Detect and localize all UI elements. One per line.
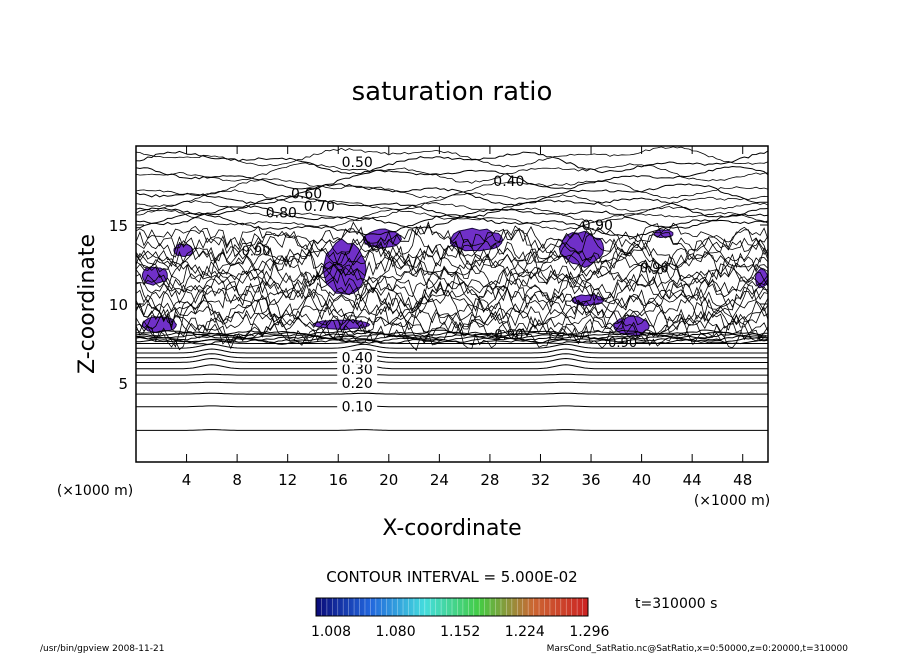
plot-area: 0.100.200.300.400.500.400.600.700.800.90…: [135, 145, 769, 463]
x-tick-label: 8: [232, 471, 242, 489]
contour-line: [135, 183, 769, 206]
contour-line: [136, 357, 768, 363]
x-tick-label: 36: [581, 471, 600, 489]
contour-line: [136, 381, 768, 384]
contour-line: [135, 297, 769, 336]
contour-line: [136, 343, 768, 349]
contour-label: 0.40: [342, 351, 373, 367]
contour-line: [136, 373, 768, 376]
footer-right: MarsCond_SatRatio.nc@SatRatio,x=0:50000,…: [547, 644, 849, 654]
contour-line: [135, 284, 769, 330]
contour-line: [136, 353, 768, 359]
contour-label: 0.90: [582, 218, 613, 234]
x-axis-label: X-coordinate: [382, 516, 521, 541]
contour-line: [135, 281, 769, 314]
contour-label-bg: [337, 361, 378, 376]
contour-label: 0.40: [493, 174, 524, 190]
x-tick-label: 16: [329, 471, 348, 489]
contour-line: [135, 263, 769, 304]
time-label: t=310000 s: [635, 596, 717, 612]
x-tick-label: 40: [632, 471, 651, 489]
contour-label: 0.10: [342, 400, 373, 416]
y-tick-label: 15: [109, 217, 128, 235]
footer-left: /usr/bin/gpview 2008-11-21: [40, 644, 164, 654]
contour-label-bg: [337, 350, 378, 365]
colorbar-tick-label: 1.296: [569, 624, 609, 640]
contour-label: 0.50: [342, 155, 373, 171]
contour-label: 0.90: [608, 336, 637, 351]
contour-label-bg: [337, 399, 378, 414]
contour-line: [135, 150, 769, 175]
contour-line: [135, 252, 769, 284]
contour-label: 0.60: [291, 186, 322, 202]
colorbar-tick-labels: 1.008 1.080 1.152 1.224 1.296: [311, 624, 610, 640]
y-tick-label: 10: [109, 296, 128, 314]
contour-line: [135, 162, 769, 184]
y-axis-ticks: 5 10 15: [109, 217, 768, 393]
chart-title: saturation ratio: [352, 77, 553, 107]
x-axis-unit-left: (×1000 m): [57, 483, 133, 499]
contour-line: [136, 348, 768, 354]
colorbar-tick-label: 1.152: [440, 624, 480, 640]
x-tick-label: 24: [430, 471, 449, 489]
contour-line: [135, 241, 769, 278]
y-tick-label: 5: [118, 375, 128, 393]
contour-line: [135, 200, 769, 223]
contour-line: [136, 392, 768, 395]
contour-label: 0.90: [640, 262, 669, 277]
contour-line: [135, 247, 769, 284]
contour-label: 0.80: [266, 205, 297, 221]
contour-label-bg: [337, 376, 378, 390]
plot-background: [136, 146, 768, 462]
colorbar-tick-label: 1.224: [505, 624, 545, 640]
contour-line: [135, 285, 769, 323]
x-tick-label: 28: [480, 471, 499, 489]
x-axis-unit-right: (×1000 m): [694, 493, 770, 509]
contour-line: [136, 405, 768, 408]
contour-line: [135, 238, 769, 272]
contour-line: [135, 204, 769, 229]
contour-line: [136, 364, 768, 370]
colorbar-tick-label: 1.008: [311, 624, 351, 640]
contour-line: [135, 194, 769, 219]
contour-labels: 0.100.200.300.400.500.400.600.700.800.90…: [242, 155, 669, 416]
contour-line: [135, 228, 769, 264]
contour-line: [135, 308, 769, 343]
x-tick-label: 20: [379, 471, 398, 489]
contour-line: [135, 146, 769, 168]
contour-line: [135, 221, 769, 251]
contour-interval-text: CONTOUR INTERVAL = 5.000E-02: [326, 568, 577, 586]
contour-line: [135, 257, 769, 293]
contour-label: 0.90: [494, 328, 523, 343]
x-tick-label: 32: [531, 471, 550, 489]
contour-line: [135, 296, 769, 330]
contour-line: [135, 165, 769, 190]
contour-label: 0.30: [342, 362, 373, 378]
contour-line: [135, 220, 769, 260]
contour-line: [135, 208, 769, 231]
colorbar: 1.008 1.080 1.152 1.224 1.296: [311, 597, 610, 640]
y-axis-label: Z-coordinate: [75, 234, 100, 374]
x-axis-ticks: 4 8 12 16 20 24 28 32 36 40 44 48: [182, 146, 752, 489]
x-tick-label: 4: [182, 471, 192, 489]
colorbar-tick-label: 1.080: [376, 624, 416, 640]
contour-label: 0.70: [304, 199, 335, 215]
contour-line: [135, 306, 769, 338]
contour-line: [135, 189, 769, 212]
contour-lines: [135, 146, 769, 431]
contour-line: [135, 270, 769, 305]
x-tick-label: 44: [683, 471, 702, 489]
contour-line: [135, 233, 769, 268]
contour-line: [136, 429, 768, 431]
contour-line: [135, 314, 769, 348]
colorbar-stripes: [321, 598, 583, 616]
x-tick-label: 48: [733, 471, 752, 489]
contour-label: 0.90: [242, 244, 271, 259]
contour-line: [135, 212, 769, 238]
x-tick-label: 12: [278, 471, 297, 489]
colorbar-frame: [315, 597, 589, 617]
contour-label: 0.20: [342, 376, 373, 392]
contour-line: [136, 339, 768, 344]
